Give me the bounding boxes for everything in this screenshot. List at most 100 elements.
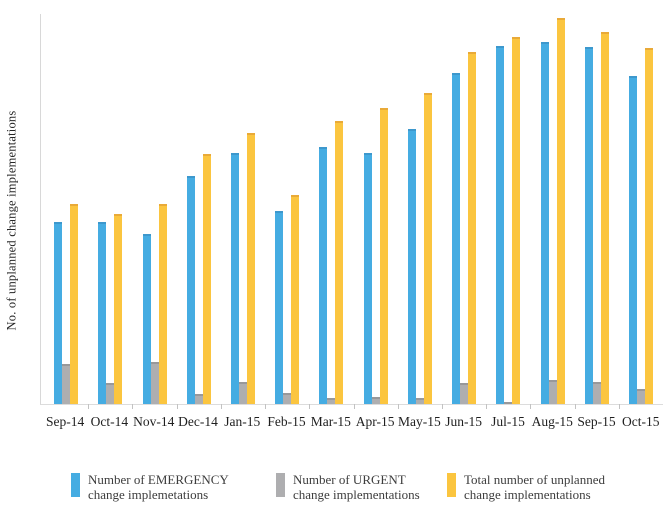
bar-total-Nov-14 — [158, 204, 167, 404]
bar-group-Feb-15 — [265, 14, 309, 404]
bar-group-Jul-15 — [486, 14, 530, 404]
bar-group-Mar-15 — [309, 14, 353, 404]
x-axis-label-Apr-15: Apr-15 — [355, 414, 395, 429]
bar-emergency-Feb-15 — [275, 211, 284, 404]
x-axis-label-Jul-15: Jul-15 — [491, 414, 525, 429]
x-axis-tick — [397, 404, 399, 409]
x-axis-tick — [486, 404, 488, 409]
bar-emergency-Jun-15 — [452, 73, 461, 404]
bar-urgent-Jun-15 — [460, 383, 469, 404]
bar-emergency-Sep-14 — [54, 222, 63, 404]
x-axis-tick — [132, 404, 134, 409]
bar-total-Dec-14 — [202, 154, 211, 404]
bar-group-Jun-15 — [442, 14, 486, 404]
bar-total-Oct-14 — [114, 214, 123, 404]
bar-emergency-Oct-14 — [98, 222, 107, 404]
bar-urgent-Jan-15 — [238, 382, 247, 404]
legend-item-emergency: Number of EMERGENCY change implemetation… — [71, 472, 229, 503]
bar-groups-container — [44, 14, 663, 404]
bar-urgent-Mar-15 — [327, 398, 336, 404]
bar-total-Jan-15 — [246, 133, 255, 404]
bar-total-May-15 — [423, 93, 432, 404]
legend-label-line: Number of EMERGENCY — [88, 472, 229, 487]
bar-urgent-Dec-14 — [194, 394, 203, 404]
x-axis-tick — [353, 404, 355, 409]
plot-area — [40, 14, 663, 409]
bar-total-Mar-15 — [335, 121, 344, 404]
x-axis-label-Jan-15: Jan-15 — [224, 414, 261, 429]
bar-emergency-Jan-15 — [230, 153, 239, 404]
bar-total-Oct-15 — [644, 48, 653, 404]
x-axis-tick — [176, 404, 178, 409]
bar-group-Apr-15 — [354, 14, 398, 404]
x-axis-label-Dec-14: Dec-14 — [178, 414, 218, 429]
x-axis-label-Feb-15: Feb-15 — [267, 414, 306, 429]
legend-swatch-emergency — [71, 473, 80, 497]
x-axis-tick — [265, 404, 267, 409]
x-axis-label-Mar-15: Mar-15 — [310, 414, 351, 429]
x-axis-tick — [88, 404, 90, 409]
bar-urgent-Sep-14 — [62, 364, 71, 404]
x-axis-ticks — [44, 404, 663, 410]
bar-total-Apr-15 — [379, 108, 388, 404]
legend-swatch-urgent — [276, 473, 285, 497]
bar-group-Oct-14 — [88, 14, 132, 404]
x-axis-tick — [530, 404, 532, 409]
x-axis-label-May-15: May-15 — [398, 414, 441, 429]
bar-urgent-May-15 — [415, 398, 424, 404]
legend-label-line: Total number of unplanned — [464, 472, 605, 487]
bar-total-Sep-15 — [600, 32, 609, 404]
bar-group-Nov-14 — [132, 14, 176, 404]
bar-total-Sep-14 — [70, 204, 79, 404]
bar-group-Dec-14 — [177, 14, 221, 404]
legend-item-total: Total number of unplanned change impleme… — [447, 472, 605, 503]
bar-emergency-Oct-15 — [628, 76, 637, 404]
x-axis-label-Sep-14: Sep-14 — [46, 414, 85, 429]
legend-label-total: Total number of unplanned change impleme… — [464, 472, 605, 503]
bar-urgent-Aug-15 — [548, 380, 557, 404]
legend-label-line: Number of URGENT — [293, 472, 406, 487]
x-axis-label-Oct-14: Oct-14 — [90, 414, 129, 429]
legend-swatch-total — [447, 473, 456, 497]
legend-label-line: change implemetations — [88, 487, 209, 503]
x-axis-tick — [309, 404, 311, 409]
bar-urgent-Oct-14 — [106, 383, 115, 404]
legend-label-emergency: Number of EMERGENCY change implemetation… — [88, 472, 229, 503]
legend-label-line: change implementations — [293, 487, 420, 503]
bar-group-Aug-15 — [530, 14, 574, 404]
bar-emergency-May-15 — [407, 129, 416, 404]
bar-group-Oct-15 — [619, 14, 663, 404]
x-axis-tick — [618, 404, 620, 409]
legend-label-urgent: Number of URGENT change implementations — [293, 472, 420, 503]
legend-label-line: change implementations — [464, 487, 591, 503]
x-axis-label-Aug-15: Aug-15 — [531, 414, 573, 429]
bar-urgent-Nov-14 — [150, 362, 159, 404]
x-axis-label-Jun-15: Jun-15 — [445, 414, 483, 429]
bar-emergency-Dec-14 — [186, 176, 195, 404]
bar-urgent-Sep-15 — [592, 382, 601, 404]
bar-urgent-Oct-15 — [636, 389, 645, 404]
bar-group-May-15 — [398, 14, 442, 404]
y-axis-title: No. of unplanned change implementations — [4, 110, 19, 331]
x-axis-label-Nov-14: Nov-14 — [133, 414, 175, 429]
bar-emergency-Jul-15 — [496, 46, 505, 404]
legend-item-urgent: Number of URGENT change implementations — [276, 472, 420, 503]
x-axis-tick — [441, 404, 443, 409]
bar-total-Jun-15 — [468, 52, 477, 404]
bar-emergency-Mar-15 — [319, 147, 328, 404]
bar-urgent-Jul-15 — [504, 402, 513, 404]
bar-group-Sep-15 — [575, 14, 619, 404]
x-axis-labels: Sep-14 Oct-14 Nov-14 Dec-14 Jan-15 Feb-15 Mar-… — [43, 414, 663, 430]
x-axis-label-Sep-15: Sep-15 — [577, 414, 616, 429]
bar-total-Aug-15 — [556, 18, 565, 404]
bar-emergency-Nov-14 — [142, 234, 151, 404]
bar-urgent-Apr-15 — [371, 397, 380, 404]
bar-total-Jul-15 — [512, 37, 521, 404]
x-axis-tick — [220, 404, 222, 409]
bar-group-Jan-15 — [221, 14, 265, 404]
bar-emergency-Apr-15 — [363, 153, 372, 404]
bar-total-Feb-15 — [291, 195, 300, 404]
x-axis-label-Oct-15: Oct-15 — [622, 414, 660, 429]
bar-urgent-Feb-15 — [283, 393, 292, 404]
